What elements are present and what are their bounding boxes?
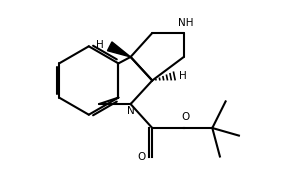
Polygon shape xyxy=(107,42,131,57)
Text: H: H xyxy=(179,71,187,81)
Text: O: O xyxy=(137,152,145,161)
Text: N: N xyxy=(127,106,135,116)
Text: O: O xyxy=(181,112,189,122)
Text: NH: NH xyxy=(178,18,193,28)
Text: H: H xyxy=(96,40,104,50)
